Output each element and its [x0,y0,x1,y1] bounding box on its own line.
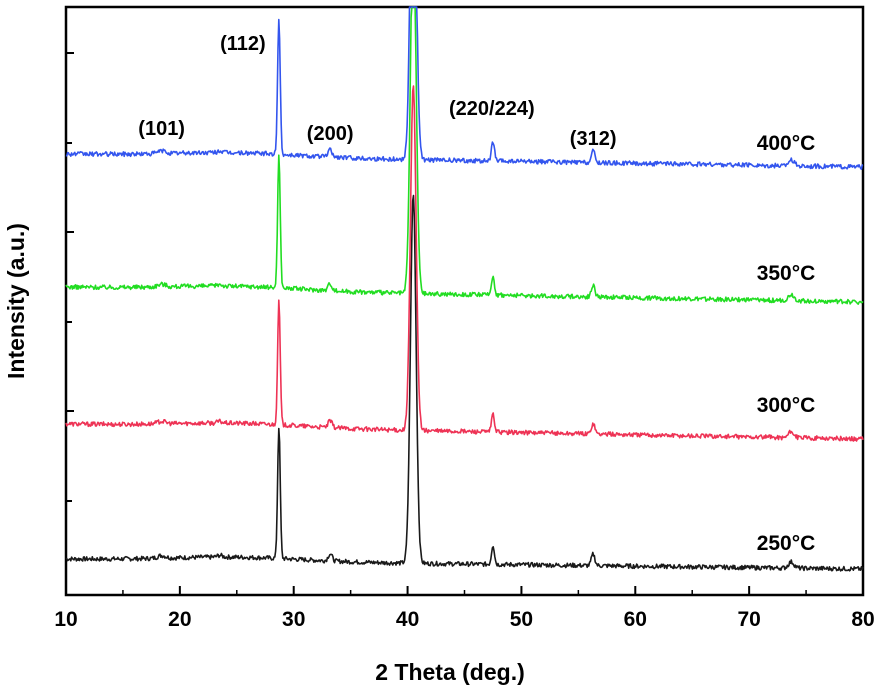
x-tick-label: 50 [510,608,533,631]
x-tick-label: 60 [624,608,647,631]
peak-labels: (101) (112) (200) (220/224) (312) [138,33,616,150]
y-axis-title: Intensity (a.u.) [3,223,29,379]
x-ticks: 10 20 30 40 50 60 70 80 [54,586,875,631]
series-label: 350°C [757,262,816,285]
series-line-350c [65,6,864,305]
series-group [65,6,864,572]
series-label: 400°C [757,132,816,155]
peak-label: (112) [220,33,266,55]
series-label: 300°C [757,394,816,417]
peak-label: (312) [570,128,617,150]
peak-label: (101) [138,118,185,140]
series-line-300c [65,85,864,442]
series-labels: 250°C 300°C 350°C 400°C [757,132,816,555]
peak-label: (200) [307,123,354,145]
series-line-400c [65,6,864,170]
x-tick-label: 10 [54,608,77,631]
x-tick-label: 20 [168,608,191,631]
x-axis-title: 2 Theta (deg.) [375,659,525,685]
peak-label: (220/224) [449,98,535,120]
series-label: 250°C [757,532,816,555]
y-ticks [66,52,74,502]
x-tick-label: 40 [396,608,419,631]
plot-frame [64,5,865,597]
series-line-250c [65,194,864,572]
x-tick-label: 80 [851,608,874,631]
x-tick-label: 70 [737,608,760,631]
x-tick-label: 30 [282,608,305,631]
